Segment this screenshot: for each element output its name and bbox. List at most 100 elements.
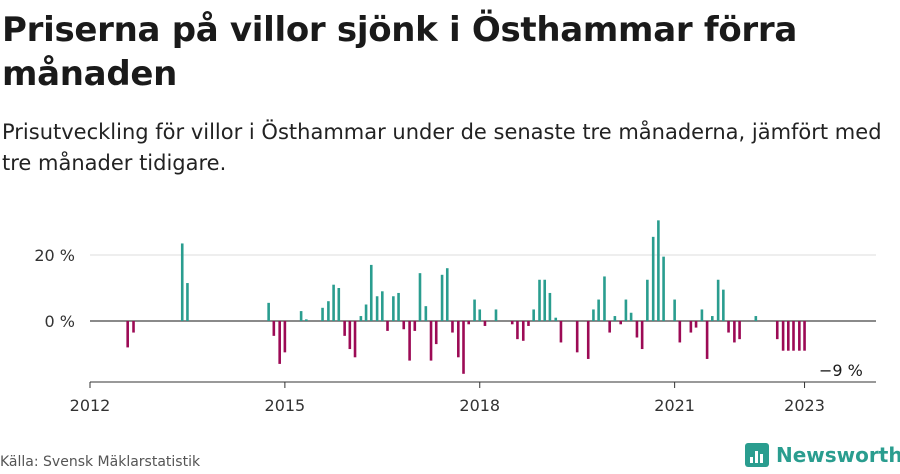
bar (722, 289, 725, 321)
bar (337, 288, 341, 321)
bar (397, 292, 400, 321)
bar (559, 321, 563, 343)
bar (510, 321, 514, 325)
bar (278, 321, 281, 364)
bar (434, 321, 438, 345)
bar (321, 307, 324, 321)
bar (543, 279, 547, 321)
bar (267, 302, 270, 321)
bar (283, 321, 287, 353)
bar (375, 296, 379, 321)
bar (738, 321, 741, 340)
bar (521, 321, 525, 341)
bar (694, 321, 698, 328)
bar (180, 243, 184, 321)
bar (532, 309, 535, 321)
bar (646, 279, 649, 321)
bar (418, 273, 422, 321)
bar (299, 311, 303, 321)
bar (327, 301, 330, 321)
bar (803, 321, 806, 351)
bar (608, 321, 611, 333)
bar (353, 321, 357, 358)
bar (613, 316, 617, 321)
bar (494, 309, 498, 321)
bar (364, 304, 368, 321)
bar (603, 276, 606, 321)
bar (548, 292, 552, 321)
bar (126, 321, 129, 348)
bar (132, 321, 135, 333)
bar (781, 321, 785, 351)
bar (798, 321, 801, 351)
bar (662, 256, 665, 321)
source-note: Källa: Svensk Mäklarstatistik (0, 454, 201, 470)
bar (478, 309, 482, 321)
bar (408, 321, 411, 361)
bar (775, 321, 779, 340)
bar (673, 299, 676, 321)
bar (272, 321, 276, 336)
x-tick-label: 2021 (654, 396, 695, 415)
x-tick-label: 2018 (459, 396, 500, 415)
y-tick-label: 20 % (34, 246, 75, 265)
brand-name: Newsworthy (776, 443, 900, 467)
last-value-annotation: −9 % (819, 361, 863, 380)
x-tick-label: 2023 (784, 396, 825, 415)
bar (689, 321, 693, 333)
bar (429, 321, 433, 361)
bar (343, 321, 346, 336)
bar (635, 321, 639, 338)
newsworthy-logo-icon (745, 443, 769, 467)
bar (554, 317, 558, 321)
bar (386, 321, 389, 331)
x-tick-label: 2012 (70, 396, 111, 415)
bar (527, 321, 530, 326)
bar (392, 296, 395, 321)
bar (381, 291, 384, 321)
bar (787, 321, 790, 351)
bar (640, 321, 644, 350)
bar (678, 321, 682, 343)
bar (629, 312, 633, 321)
x-tick-label: 2015 (265, 396, 306, 415)
y-tick-label: 0 % (45, 312, 75, 331)
chart-subtitle: Prisutveckling för villor i Östhammar un… (2, 120, 882, 175)
newsworthy-brand[interactable]: Newsworthy (745, 443, 900, 467)
bar (592, 309, 595, 321)
bar (359, 316, 363, 321)
bar (727, 321, 730, 333)
bar (348, 321, 352, 350)
bar (586, 321, 590, 359)
bar (457, 321, 460, 358)
axes: 20 % 0 % 2012 2015 2018 2021 2023 (34, 246, 876, 415)
chart-title: Priserna på villor sjönk i Östhammar för… (2, 10, 797, 94)
bar (413, 321, 417, 331)
bar (597, 299, 600, 321)
bar (657, 220, 660, 321)
bar (651, 236, 655, 321)
bar (619, 321, 623, 325)
bar (305, 319, 308, 321)
bar (473, 299, 476, 321)
bar (754, 316, 758, 321)
bar (186, 283, 189, 321)
bar (440, 274, 444, 321)
bar (332, 284, 335, 321)
bar (733, 321, 736, 343)
grid-lines (90, 254, 876, 322)
bar (575, 321, 579, 353)
bars (126, 220, 806, 374)
bar (467, 321, 471, 325)
bar (445, 268, 449, 321)
bar (462, 321, 465, 374)
bar (705, 321, 709, 359)
bar (369, 264, 373, 321)
bar (451, 321, 454, 333)
bar (711, 316, 714, 321)
bar (538, 279, 541, 321)
bar (402, 321, 406, 330)
bar (516, 321, 519, 340)
bar (700, 309, 704, 321)
